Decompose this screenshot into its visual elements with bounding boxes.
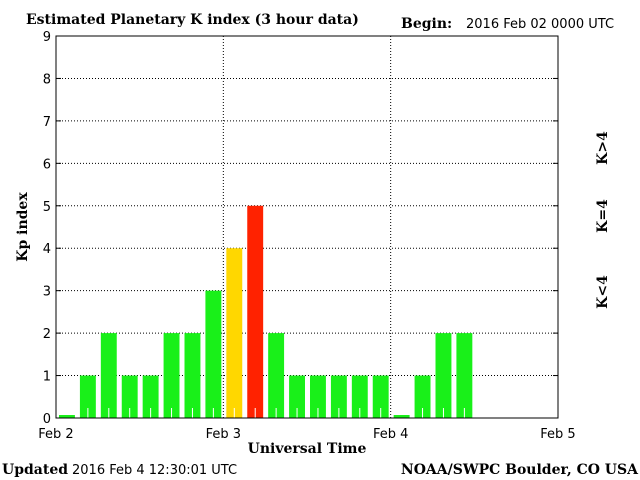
kp-bar <box>163 333 180 418</box>
kp-bar <box>184 333 201 418</box>
x-ticks: Feb 2 Feb 3 Feb 4 Feb 5 <box>38 427 575 442</box>
y-ticks: 0 1 2 3 4 5 6 7 8 9 <box>43 30 558 427</box>
kp-bar <box>456 333 473 418</box>
legend-high: K>4 <box>595 131 611 165</box>
y-tick-label: 7 <box>43 115 51 130</box>
x-tick-label: Feb 3 <box>206 427 241 442</box>
kp-bar <box>289 375 305 418</box>
updated-value: 2016 Feb 4 12:30:01 UTC <box>72 463 237 478</box>
y-tick-label: 8 <box>43 72 51 87</box>
y-tick-label: 0 <box>43 412 51 427</box>
x-tick-label: Feb 5 <box>540 427 575 442</box>
plot-frame <box>55 35 559 419</box>
y-tick-label: 4 <box>43 242 51 257</box>
kp-bar <box>79 375 96 418</box>
updated-label: Updated <box>2 462 68 478</box>
bars <box>59 205 473 418</box>
y-tick-label: 1 <box>43 370 51 385</box>
x-tick-label: Feb 2 <box>38 427 73 442</box>
y-tick-label: 2 <box>43 327 51 342</box>
kp-bar <box>372 375 389 418</box>
y-tick-label: 9 <box>43 30 51 45</box>
kp-bar <box>435 333 452 418</box>
y-tick-label: 3 <box>43 285 51 300</box>
kp-bar <box>247 205 264 418</box>
source-credit: NOAA/SWPC Boulder, CO USA <box>401 462 639 478</box>
kp-bar <box>205 290 222 418</box>
legend-low: K<4 <box>595 275 611 309</box>
kp-bar <box>142 375 159 418</box>
x-tick-label: Feb 4 <box>373 427 408 442</box>
kp-bar <box>100 333 117 418</box>
kp-bar <box>59 415 75 418</box>
kp-bar <box>121 375 138 418</box>
chart-title: Estimated Planetary K index (3 hour data… <box>26 12 359 28</box>
y-axis-label: Kp index <box>15 192 31 262</box>
y-tick-label: 5 <box>43 200 51 215</box>
x-axis-label: Universal Time <box>248 441 367 457</box>
kp-bar <box>351 375 368 418</box>
kp-bar <box>330 375 347 418</box>
kp-bar <box>393 415 410 418</box>
kp-bar <box>268 333 285 418</box>
grid <box>56 36 558 418</box>
kp-bar <box>226 248 243 418</box>
begin-label: Begin: <box>401 16 452 32</box>
y-tick-label: 6 <box>43 157 51 172</box>
begin-value: 2016 Feb 02 0000 UTC <box>466 17 614 32</box>
legend-equal: K=4 <box>595 199 611 233</box>
kp-bar <box>414 375 431 418</box>
kp-bar <box>310 375 326 418</box>
